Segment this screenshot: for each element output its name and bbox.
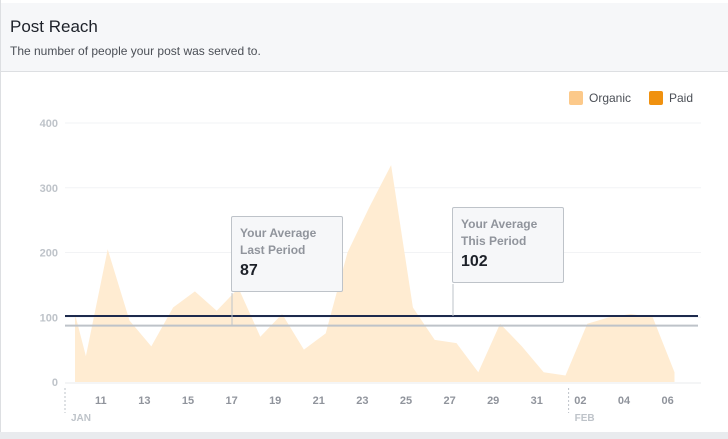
callout-last-line2: Last Period <box>240 243 306 257</box>
legend-paid-label: Paid <box>669 91 694 105</box>
y-tick-label-400: 400 <box>40 118 58 130</box>
area-series-organic <box>75 165 675 382</box>
callout-last-line1: Your Average <box>240 226 317 240</box>
callout-last-value: 87 <box>240 262 258 279</box>
x-tick-label-04: 04 <box>618 395 631 407</box>
x-tick-label-23: 23 <box>356 395 368 407</box>
x-tick-label-29: 29 <box>487 395 499 407</box>
x-tick-label-17: 17 <box>225 395 237 407</box>
callout-last-period: Your Average Last Period 87 <box>231 216 343 292</box>
callout-this-line1: Your Average <box>461 217 538 231</box>
x-tick-label-31: 31 <box>531 395 543 407</box>
callout-this-value: 102 <box>461 253 488 270</box>
x-tick-label-19: 19 <box>269 395 281 407</box>
month-label-feb: FEB <box>575 413 595 424</box>
legend-organic[interactable]: Organic <box>569 91 631 105</box>
y-tick-label-300: 300 <box>40 183 58 195</box>
bottom-strip <box>0 432 728 439</box>
page-subtitle: The number of people your post was serve… <box>10 44 261 58</box>
x-tick-label-21: 21 <box>313 395 325 407</box>
y-tick-label-200: 200 <box>40 248 58 260</box>
legend-paid[interactable]: Paid <box>649 91 693 105</box>
organic-swatch <box>569 91 583 105</box>
x-tick-label-13: 13 <box>138 395 150 407</box>
x-tick-label-15: 15 <box>182 395 194 407</box>
page-title: Post Reach <box>10 17 98 36</box>
month-label-jan: JAN <box>71 413 91 424</box>
y-tick-label-100: 100 <box>40 312 58 324</box>
x-tick-label-11: 11 <box>95 395 107 407</box>
x-tick-label-02: 02 <box>574 395 586 407</box>
callout-this-period: Your Average This Period 102 <box>452 207 564 283</box>
x-tick-label-25: 25 <box>400 395 412 407</box>
legend-organic-label: Organic <box>589 91 632 105</box>
x-tick-label-27: 27 <box>443 395 455 407</box>
card-header: Post Reach The number of people your pos… <box>1 3 728 72</box>
callout-this-line2: This Period <box>461 234 527 248</box>
x-tick-label-06: 06 <box>661 395 673 407</box>
y-tick-label-0: 0 <box>52 377 58 389</box>
paid-swatch <box>649 91 663 105</box>
